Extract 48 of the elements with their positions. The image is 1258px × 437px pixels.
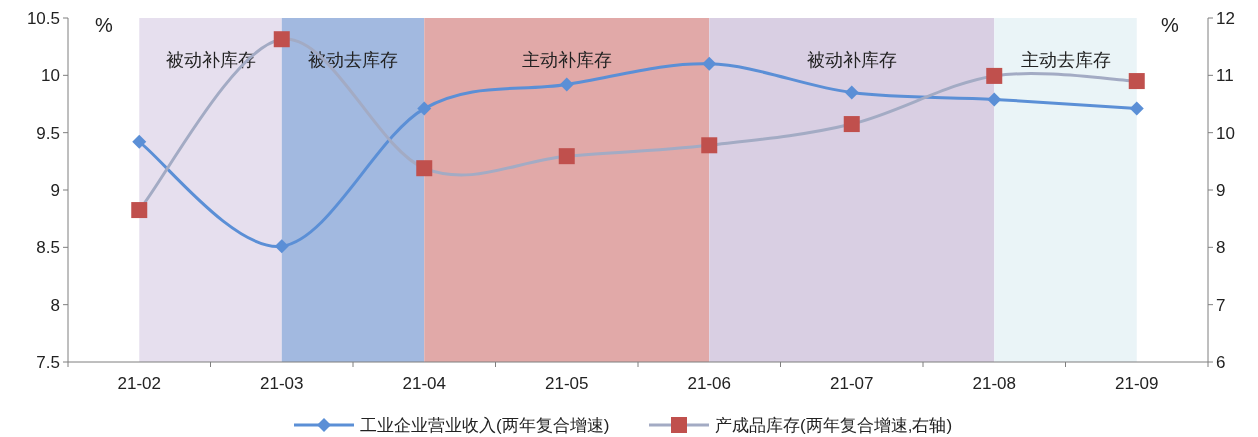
point: [701, 137, 718, 154]
x-tick-label: 21-05: [545, 374, 589, 393]
band-label: 被动补库存: [806, 50, 897, 70]
y2-tick-label: 7: [1216, 295, 1226, 315]
y2-tick-label: 8: [1216, 238, 1226, 258]
point: [843, 116, 860, 133]
band: 主动补库存: [424, 18, 710, 362]
x-tick-label: 21-08: [972, 374, 1016, 393]
band: 被动补库存: [709, 18, 995, 362]
x-tick-label: 21-02: [117, 374, 161, 393]
x-tick-label: 21-03: [260, 374, 304, 393]
y2-tick-label: 11: [1216, 66, 1234, 86]
y-tick-label: 9: [50, 181, 60, 200]
y-tick-label: 7.5: [36, 353, 60, 372]
y-tick-label: 10: [41, 66, 60, 86]
y2-tick-label: 10: [1216, 123, 1235, 143]
y2-tick-label: 9: [1216, 181, 1226, 200]
point: [559, 77, 574, 92]
point: [1128, 73, 1145, 90]
x-tick-label: 21-09: [1115, 374, 1159, 393]
y2-tick-label: 12: [1216, 9, 1235, 28]
point: [987, 92, 1002, 107]
point: [558, 148, 575, 165]
point: [702, 56, 717, 71]
x-tick-label: 21-06: [687, 374, 731, 393]
legend-label: 产成品库存(两年复合增速,右轴): [715, 416, 953, 435]
y-axis-title: %: [95, 14, 114, 36]
point: [417, 101, 432, 116]
point: [273, 31, 290, 48]
y-tick-label: 10.5: [26, 9, 60, 28]
band-label: 主动去库存: [1020, 50, 1111, 70]
point: [132, 134, 147, 149]
band: 主动去库存: [994, 18, 1137, 362]
point: [274, 239, 289, 254]
y-tick-label: 8: [50, 295, 60, 315]
point: [131, 202, 148, 219]
y2-axis-title: %: [1161, 14, 1180, 36]
y2-tick-label: 6: [1216, 353, 1226, 372]
band-label: 主动补库存: [521, 50, 612, 70]
x-tick-label: 21-04: [402, 374, 446, 393]
x-tick-label: 21-07: [830, 374, 874, 393]
y-tick-label: 9.5: [36, 123, 60, 143]
point: [1129, 101, 1144, 116]
point: [844, 85, 859, 100]
legend-label: 工业企业营业收入(两年复合增速): [360, 416, 610, 435]
point: [986, 67, 1003, 84]
y-tick-label: 8.5: [36, 238, 60, 258]
point: [416, 160, 433, 177]
